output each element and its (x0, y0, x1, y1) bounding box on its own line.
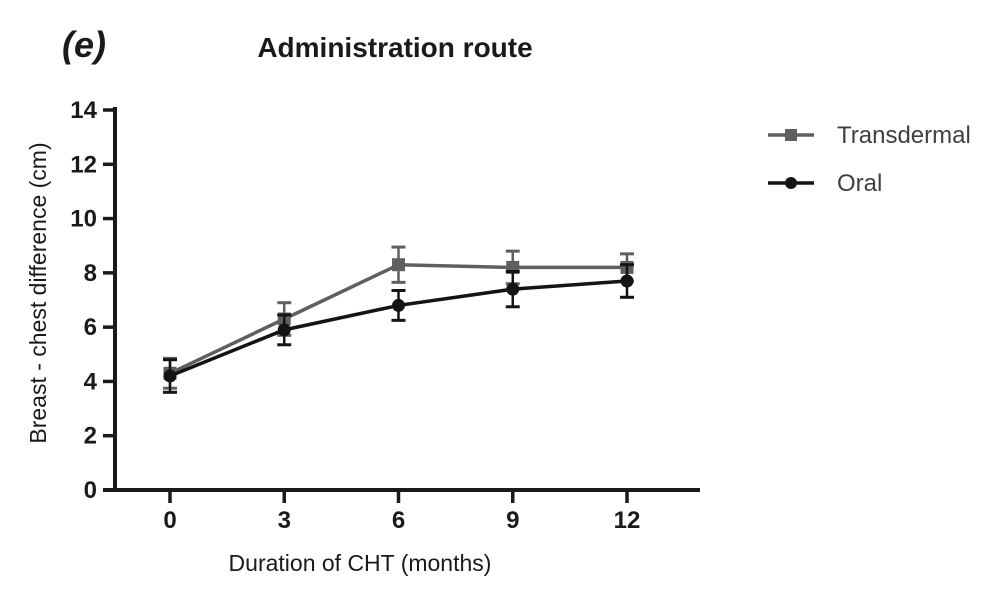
y-axis-label: Breast - chest difference (cm) (25, 142, 51, 443)
x-axis-label: Duration of CHT (months) (229, 550, 492, 576)
legend-item-transdermal: Transdermal (768, 122, 971, 149)
y-tick-label: 8 (84, 260, 97, 287)
series-oral (163, 263, 634, 394)
marker-circle (392, 298, 405, 312)
legend: Transdermal Oral (768, 122, 971, 197)
legend-label: Transdermal (837, 122, 971, 149)
chart-title: Administration route (257, 32, 532, 63)
x-tick-label: 12 (614, 507, 641, 534)
y-tick-label: 2 (84, 423, 97, 450)
x-tick-label: 6 (392, 507, 405, 534)
legend-label: Oral (837, 170, 882, 197)
x-tick-label: 0 (163, 507, 176, 534)
legend-marker-square (785, 129, 797, 141)
legend-marker-circle (785, 177, 797, 189)
y-tick-label: 6 (84, 314, 97, 341)
panel-label: (e) (62, 24, 106, 65)
y-tick-label: 4 (84, 368, 98, 395)
marker-circle (163, 369, 177, 383)
marker-circle (506, 282, 520, 296)
marker-circle (277, 323, 291, 337)
y-tick-label: 12 (70, 151, 97, 178)
y-tick-label: 14 (70, 97, 97, 124)
x-tick-label: 3 (278, 507, 291, 534)
marker-circle (620, 274, 634, 288)
y-tick-label: 0 (84, 477, 97, 504)
x-tick-label: 9 (506, 507, 519, 534)
y-tick-label: 10 (70, 206, 97, 233)
marker-square (392, 258, 405, 272)
legend-item-oral: Oral (768, 170, 882, 197)
plot-area: 0 2 4 6 8 10 12 14 0 3 6 9 12 (70, 97, 700, 534)
